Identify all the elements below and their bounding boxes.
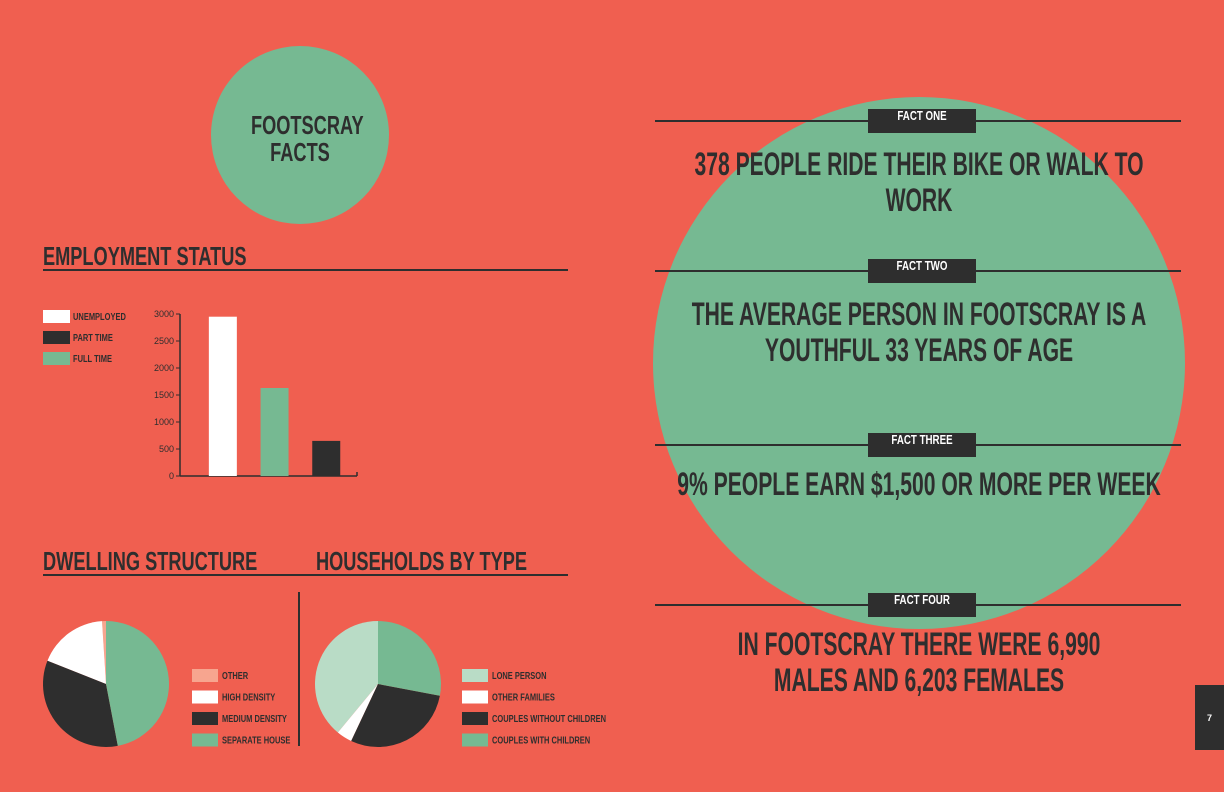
page-title: FOOTSCRAY FACTS: [251, 110, 364, 167]
fact-text: IN FOOTSCRAY THERE WERE 6,990 MALES AND …: [737, 626, 1101, 698]
legend-label: OTHER FAMILIES: [492, 691, 555, 702]
section-title: EMPLOYMENT STATUS: [43, 242, 247, 271]
legend-swatch: [192, 669, 218, 682]
legend-swatch: [462, 690, 488, 704]
legend-swatch: [43, 310, 70, 323]
y-tick-label: 2500: [154, 336, 174, 346]
legend-label: LONE PERSON: [492, 670, 547, 681]
fact-text: THE AVERAGE PERSON IN FOOTSCRAY IS A YOU…: [691, 296, 1147, 368]
fact-label-box: [868, 109, 976, 133]
y-tick-label: 3000: [154, 309, 174, 319]
legend-label: COUPLES WITHOUT CHILDREN: [492, 713, 606, 724]
fact-text: 378 PEOPLE RIDE THEIR BIKE OR WALK TO WO…: [694, 146, 1144, 218]
legend-swatch: [462, 733, 488, 747]
fact-label: FACT THREE: [891, 434, 952, 448]
fact-label: FACT FOUR: [894, 594, 950, 608]
legend-label: PART TIME: [73, 332, 113, 343]
pie-slice: [337, 684, 378, 742]
pie-slice: [106, 621, 170, 746]
fact-label-box: [868, 259, 976, 283]
legend-label: HIGH DENSITY: [222, 691, 275, 702]
legend-swatch: [192, 733, 218, 747]
legend-label: OTHER: [222, 670, 249, 681]
y-tick-label: 1000: [154, 417, 174, 427]
section-title: DWELLING STRUCTURE: [43, 547, 257, 576]
fact-circle: [653, 97, 1185, 629]
fact-label-box: [868, 433, 976, 457]
y-tick-label: 1500: [154, 390, 174, 400]
pie-slice: [47, 621, 106, 684]
fact-label-box: [868, 593, 976, 617]
pie-slice: [378, 621, 441, 696]
bar: [208, 316, 237, 476]
legend-swatch: [192, 712, 218, 725]
y-tick-label: 0: [169, 471, 174, 481]
fact-label: FACT TWO: [897, 260, 948, 274]
pie-slice: [315, 621, 378, 733]
pie-slice: [43, 660, 118, 748]
legend-swatch: [192, 690, 218, 704]
pie-slice: [102, 621, 106, 684]
bar: [312, 440, 341, 476]
legend-swatch: [43, 352, 70, 365]
y-tick-label: 2000: [154, 363, 174, 373]
legend-label: COUPLES WITH CHILDREN: [492, 734, 590, 745]
legend-label: FULL TIME: [73, 353, 112, 364]
legend-label: UNEMPLOYED: [73, 311, 126, 322]
fact-label: FACT ONE: [897, 110, 947, 124]
legend-label: SEPARATE HOUSE: [222, 734, 290, 745]
pie-slice: [351, 684, 440, 748]
title-circle: [211, 46, 389, 224]
bar: [260, 387, 289, 476]
y-tick-label: 500: [159, 444, 174, 454]
legend-swatch: [462, 669, 488, 682]
legend-swatch: [462, 712, 488, 725]
legend-swatch: [43, 331, 70, 344]
page-number: 7: [1195, 685, 1224, 750]
section-title: HOUSEHOLDS BY TYPE: [316, 547, 527, 576]
legend-label: MEDIUM DENSITY: [222, 713, 287, 724]
fact-text: 9% PEOPLE EARN $1,500 OR MORE PER WEEK: [677, 466, 1161, 502]
